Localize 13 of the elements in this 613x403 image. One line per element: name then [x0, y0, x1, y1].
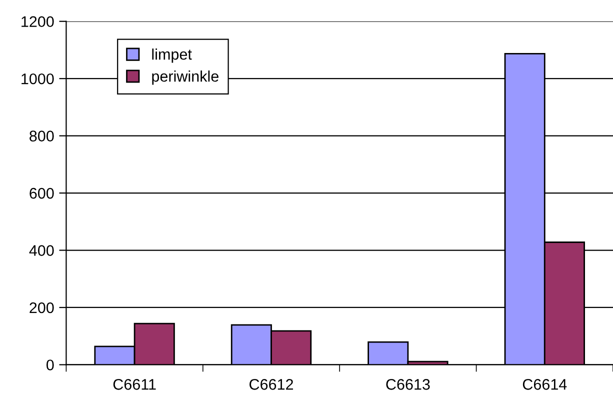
x-tick-label: C6611: [113, 379, 156, 390]
x-tick-label: C6614: [522, 379, 567, 390]
y-tick-label: 0: [46, 360, 54, 370]
y-tick-label: 600: [30, 188, 54, 199]
y-tick-label: 400: [29, 245, 54, 256]
y-tick-label: 1200: [22, 16, 54, 28]
legend-label: limpet: [152, 48, 192, 63]
y-tick-label: 200: [30, 302, 54, 314]
x-tick-label: C6612: [250, 379, 293, 390]
legend-label: periwinkle: [152, 70, 218, 85]
x-tick-label: C6613: [386, 379, 430, 390]
y-tick-label: 800: [30, 130, 54, 142]
y-tick-label: 1000: [22, 73, 54, 84]
